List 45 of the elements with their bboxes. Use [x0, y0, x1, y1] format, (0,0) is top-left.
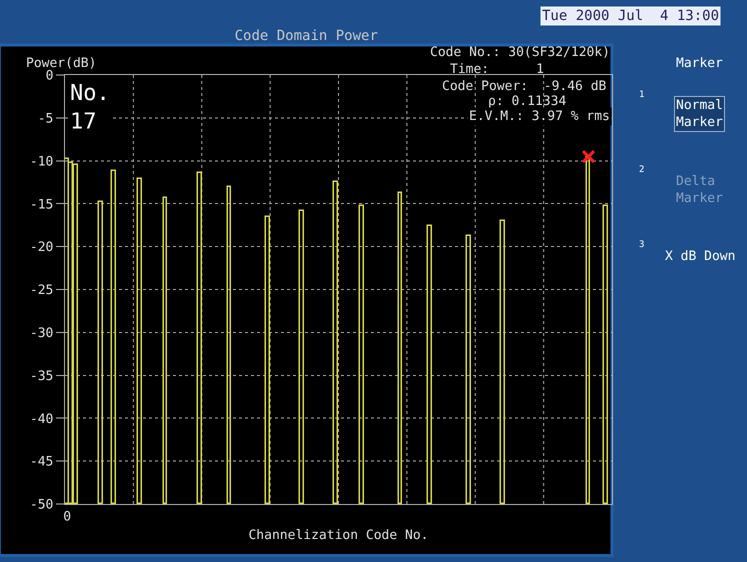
y-tick-label: -20: [30, 240, 54, 256]
text: 3: [639, 240, 644, 250]
y-tick-label: -10: [30, 154, 54, 170]
annotation: No. 17: [70, 81, 110, 135]
y-tick-label: -35: [30, 368, 54, 384]
chart-title: Code Domain Power: [234, 28, 378, 44]
bar: [332, 180, 338, 504]
text: Marker: [676, 56, 724, 71]
y-tick-label: -25: [30, 283, 54, 298]
y-tick-label: 0: [46, 68, 54, 84]
bar: [586, 156, 590, 504]
y-tick-label: -50: [30, 498, 54, 513]
y-tick-label: -40: [30, 412, 54, 427]
annotation: Code Power: -9.46 dB: [442, 79, 607, 94]
bar: [196, 172, 202, 504]
text: Tue 2000 Jul 4 13:00: [542, 8, 720, 24]
y-axis-title: Power(dB): [26, 56, 96, 71]
y-tick-label: -45: [30, 454, 54, 470]
bar: [298, 210, 304, 504]
bar: [398, 192, 402, 504]
text: 2: [639, 165, 644, 175]
y-tick-label: -15: [30, 197, 54, 212]
bar: [358, 204, 364, 504]
bar: [162, 196, 167, 504]
bar: [602, 204, 608, 504]
annotation: ρ: 0.11334: [488, 94, 566, 109]
bar: [136, 178, 142, 504]
x-axis-title: Channelization Code No.: [248, 528, 429, 544]
annotation: Time: 1: [450, 62, 544, 77]
bar: [98, 200, 103, 504]
bar: [264, 216, 270, 504]
bar: [110, 170, 116, 504]
text: 1: [639, 90, 644, 100]
text: Code No.: 30(SF32/120k): [430, 45, 610, 60]
text: X dB Down: [665, 249, 736, 264]
bar: [500, 220, 505, 504]
bar: [466, 234, 471, 504]
annotation: E.V.M.: 3.97 % rms: [469, 109, 610, 124]
y-tick-label: -30: [30, 326, 54, 341]
text: Delta Marker: [676, 174, 724, 206]
bar: [226, 186, 231, 504]
bar: [65, 158, 69, 504]
text: Normal Marker: [676, 98, 724, 130]
y-tick-label: -5: [38, 111, 54, 126]
bar: [426, 224, 432, 504]
